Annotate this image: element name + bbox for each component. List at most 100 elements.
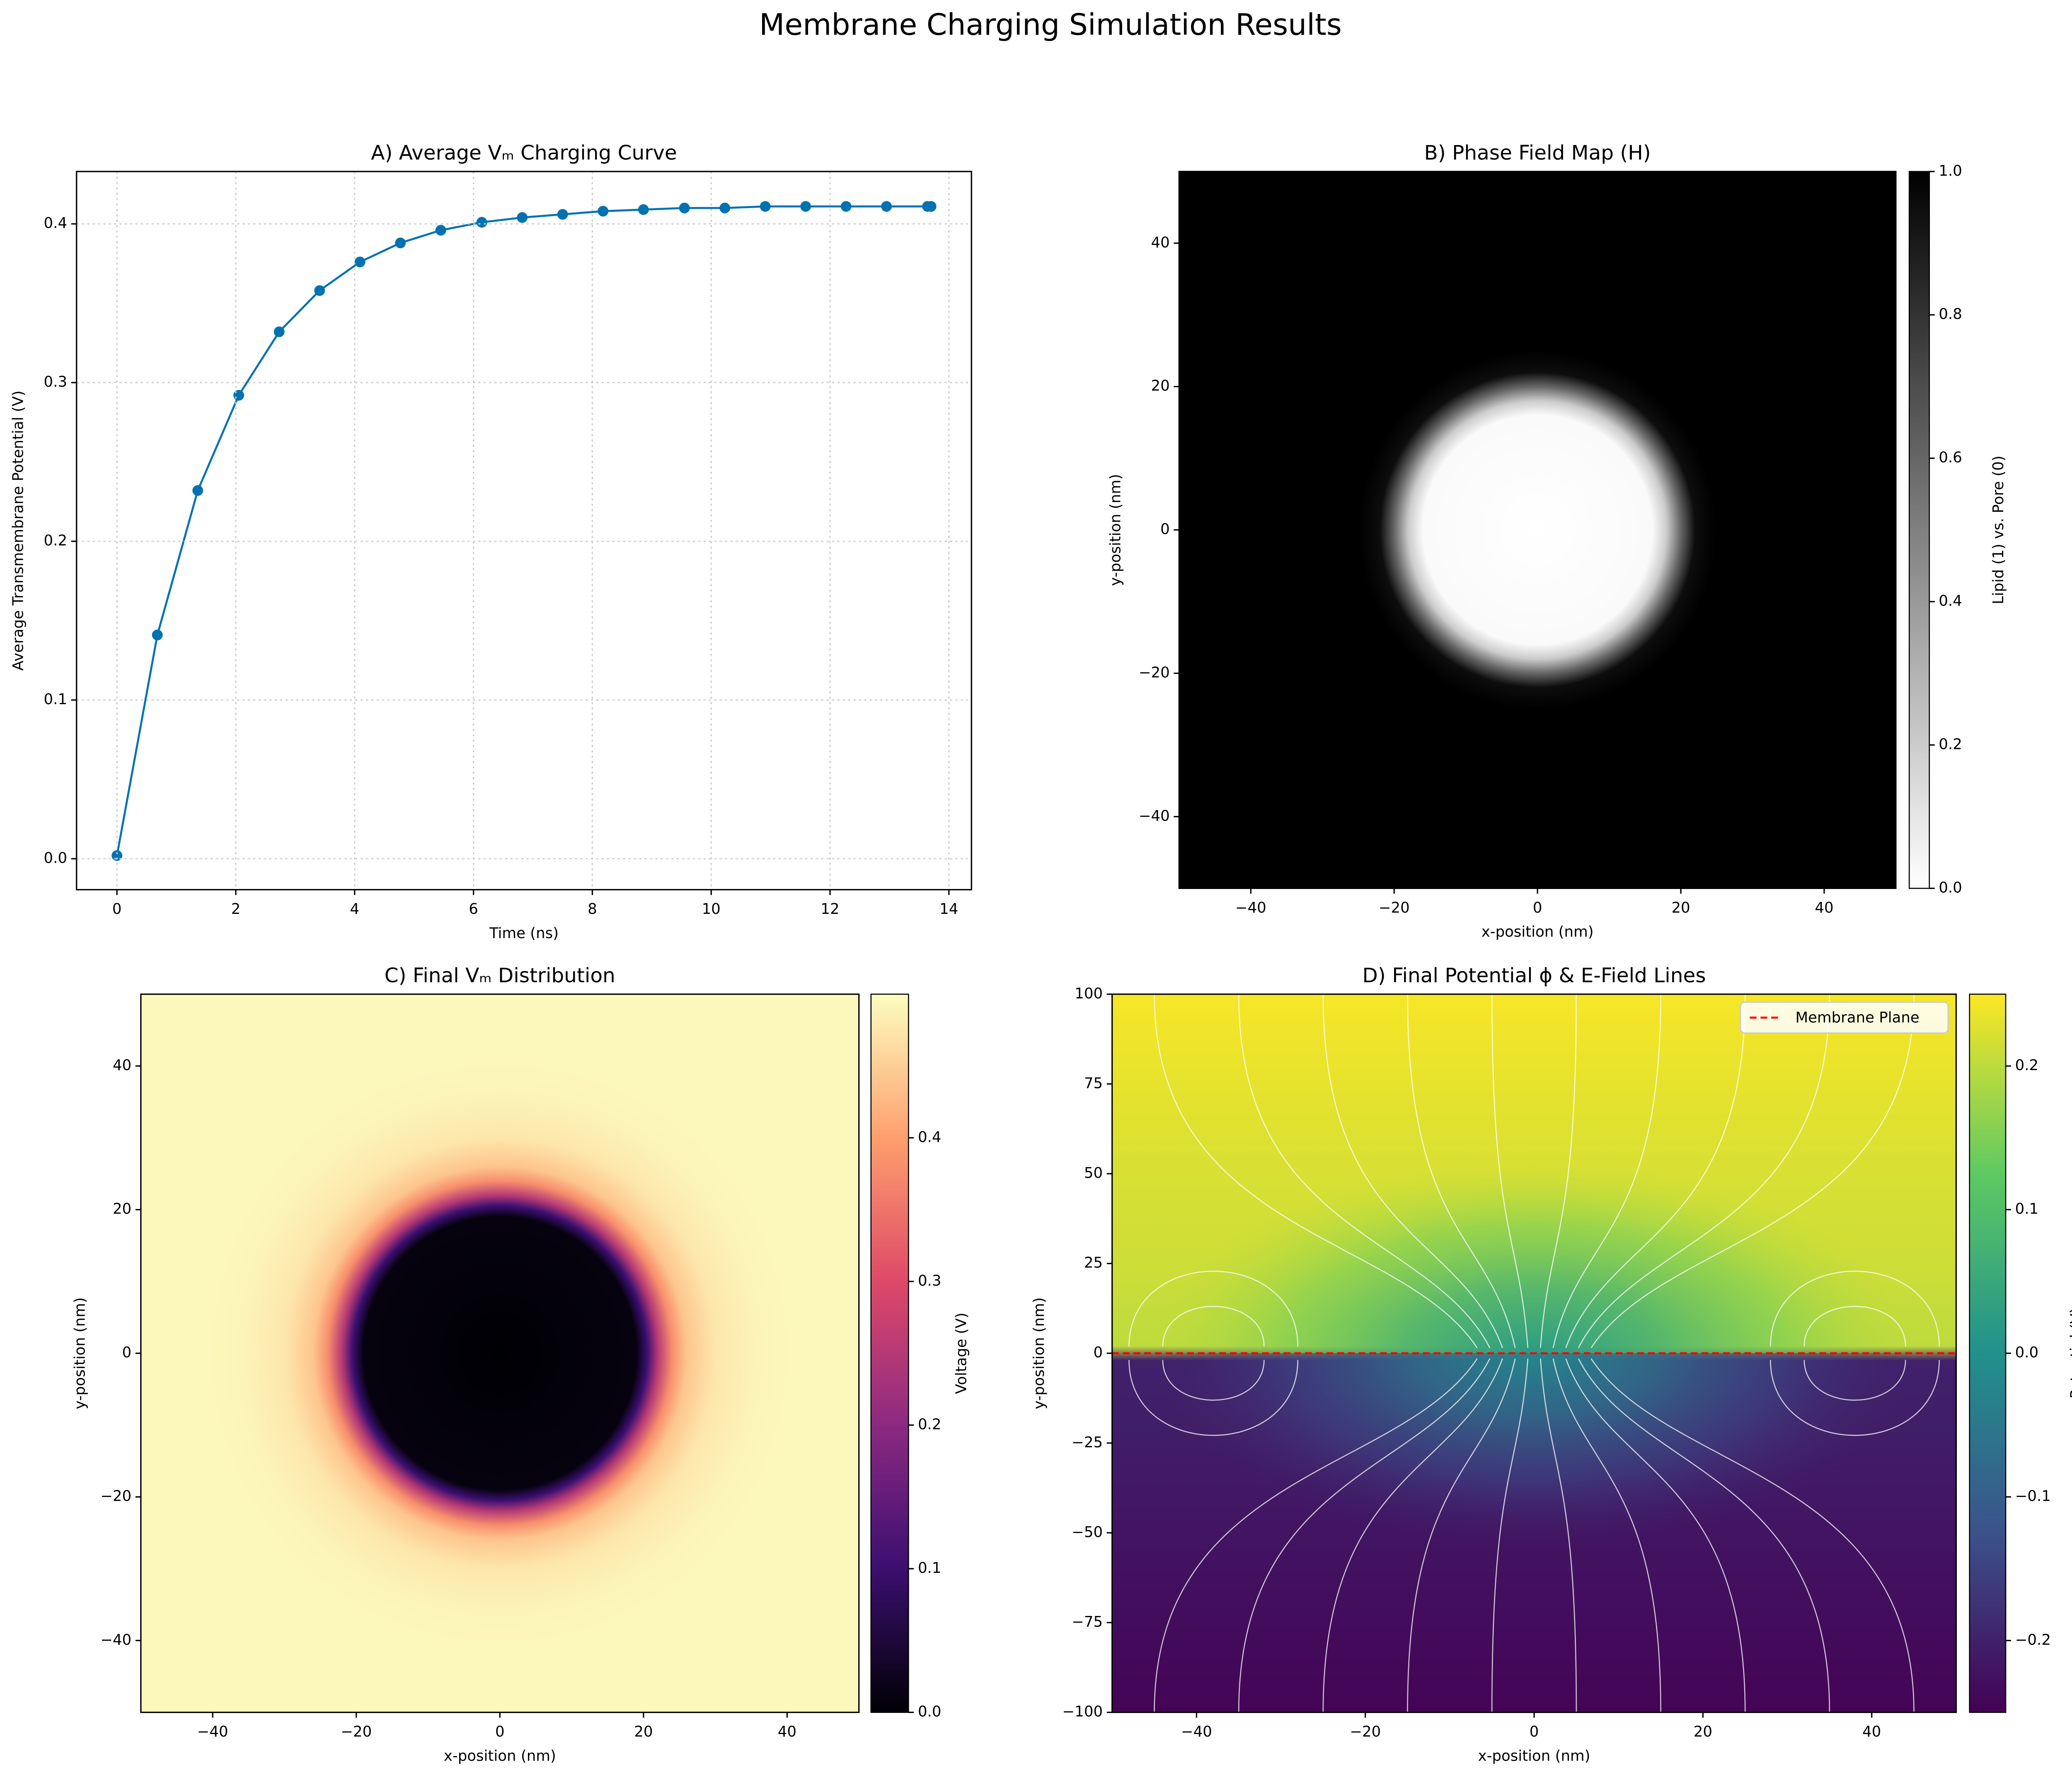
marker <box>638 204 649 215</box>
y-tick-label: 0.0 <box>44 850 68 867</box>
plot-area <box>1112 994 1956 1713</box>
x-tick-label: 0 <box>1533 899 1542 916</box>
streamline <box>1565 1358 1746 1713</box>
x-axis-label: x-position (nm) <box>444 1747 556 1764</box>
axes-title: A) Average Vₘ Charging Curve <box>371 141 677 165</box>
streamline <box>1578 1358 1830 1713</box>
marker <box>395 237 406 249</box>
marker <box>719 202 731 213</box>
plot-area <box>140 994 859 1713</box>
colorbar-tick-label: 0.3 <box>918 1272 942 1289</box>
streamline <box>1590 994 1915 1348</box>
x-tick-label: 10 <box>702 901 721 918</box>
colorbar-tick-label: 0.4 <box>918 1129 942 1146</box>
y-tick-label: −50 <box>1072 1524 1103 1541</box>
x-tick-label: 2 <box>231 901 241 918</box>
marker <box>557 209 568 220</box>
x-tick-label: 40 <box>778 1723 796 1740</box>
colorbar <box>1908 171 1930 889</box>
streamline <box>1590 1358 1915 1713</box>
marker <box>152 630 163 640</box>
streamline <box>1803 1306 1906 1347</box>
y-axis-label: y-position (nm) <box>1031 1297 1048 1409</box>
streamline <box>1540 994 1577 1348</box>
colorbar-tick-label: −0.2 <box>2015 1631 2051 1648</box>
y-axis-label: y-position (nm) <box>71 1297 88 1409</box>
x-tick-label: 40 <box>1815 899 1833 916</box>
x-tick-label: 12 <box>821 901 839 918</box>
y-axis-label: y-position (nm) <box>1107 474 1124 586</box>
plot-area <box>111 201 937 861</box>
colorbar-tick-label: 1.0 <box>1939 162 1962 179</box>
colorbar-tick-label: 0.0 <box>2015 1344 2039 1361</box>
marker <box>760 201 771 212</box>
marker <box>679 202 690 213</box>
y-tick-label: 40 <box>1151 234 1169 251</box>
streamline <box>1154 994 1478 1348</box>
colorbar-tick-label: 0.0 <box>918 1703 942 1720</box>
y-tick-label: 0.2 <box>44 532 68 549</box>
x-tick-label: −40 <box>1181 1723 1212 1740</box>
x-tick-label: 4 <box>350 901 359 918</box>
streamline <box>1322 1358 1503 1713</box>
marker <box>435 225 446 236</box>
x-tick-label: 0 <box>112 901 122 918</box>
y-tick-label: −20 <box>100 1488 131 1505</box>
y-tick-label: 0.4 <box>44 215 68 232</box>
streamline <box>1491 994 1529 1348</box>
marker <box>800 201 811 212</box>
y-tick-label: 0 <box>122 1344 132 1361</box>
streamline <box>1128 1360 1299 1436</box>
colorbar-tick-label: 0.8 <box>1939 306 1962 323</box>
streamline <box>1803 1360 1906 1401</box>
axes-frame <box>1111 993 1957 1713</box>
colorbar-label: Potential (V) <box>2067 1308 2072 1399</box>
y-tick-label: 75 <box>1084 1075 1103 1092</box>
streamline <box>1770 1270 1940 1347</box>
y-tick-label: −75 <box>1072 1613 1103 1630</box>
plot-area <box>1179 171 1896 889</box>
streamline <box>1128 1270 1299 1347</box>
y-tick-label: −25 <box>1072 1434 1103 1451</box>
x-tick-label: 8 <box>588 901 597 918</box>
x-tick-label: −20 <box>1350 1723 1381 1740</box>
pore-field <box>1154 1353 1914 1547</box>
colorbar-tick-label: 0.2 <box>918 1416 942 1433</box>
y-tick-label: 40 <box>113 1057 131 1074</box>
colorbar-label: Voltage (V) <box>953 1313 970 1394</box>
x-axis-label: x-position (nm) <box>1478 1747 1590 1764</box>
streamline <box>1565 994 1746 1348</box>
figure-title: Membrane Charging Simulation Results <box>759 7 1342 42</box>
y-tick-label: −20 <box>1139 664 1170 681</box>
marker <box>274 326 285 337</box>
y-tick-label: 25 <box>1084 1255 1103 1272</box>
y-tick-label: 0 <box>1093 1344 1103 1361</box>
marker <box>840 201 852 212</box>
colorbar-tick-label: 0.1 <box>918 1560 942 1577</box>
marker <box>476 217 487 228</box>
axes-title: D) Final Potential ϕ & E-Field Lines <box>1363 964 1706 987</box>
marker <box>881 201 892 212</box>
heatmap <box>140 994 859 1713</box>
marker <box>598 206 609 217</box>
y-tick-label: −40 <box>100 1631 131 1648</box>
y-axis-label: Average Transmembrane Potential (V) <box>10 390 27 671</box>
line <box>116 205 931 856</box>
pore-field <box>1154 1159 1914 1354</box>
colorbar-tick-label: 0.2 <box>2015 1057 2039 1074</box>
x-tick-label: 20 <box>1694 1723 1712 1740</box>
streamline <box>1540 1359 1577 1713</box>
colorbar-label: Lipid (1) vs. Pore (0) <box>1990 455 2007 604</box>
axes-frame <box>140 993 860 1713</box>
x-tick-label: 40 <box>1862 1723 1881 1740</box>
marker <box>192 485 203 496</box>
y-tick-label: 20 <box>1151 378 1169 395</box>
legend-box <box>1740 1001 1949 1034</box>
x-tick-label: −20 <box>341 1723 372 1740</box>
y-tick-label: 50 <box>1084 1165 1103 1182</box>
x-axis-label: x-position (nm) <box>1481 923 1594 940</box>
streamline <box>1238 994 1491 1348</box>
y-tick-label: −100 <box>1062 1703 1103 1720</box>
axes-title: B) Phase Field Map (H) <box>1424 141 1651 165</box>
